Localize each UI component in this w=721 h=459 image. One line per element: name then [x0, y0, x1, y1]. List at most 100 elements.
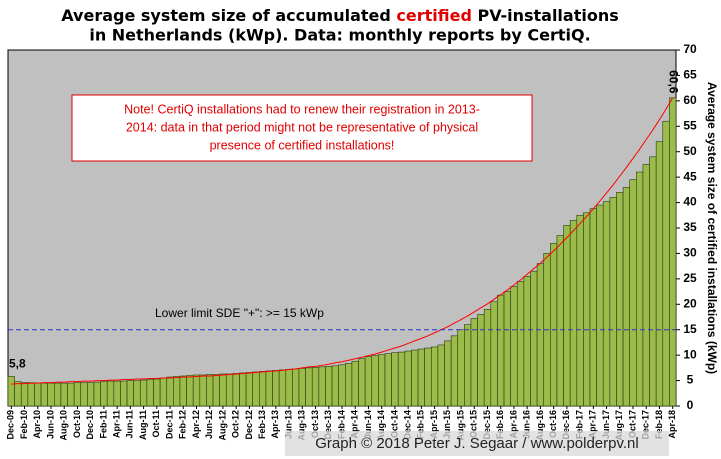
bar	[20, 382, 29, 407]
x-tick-label: Apr-14	[350, 410, 360, 439]
bar	[602, 201, 611, 407]
note-text: presence of certified installations!	[210, 138, 395, 152]
bar	[358, 358, 366, 407]
x-tick-label: Oct-15	[469, 410, 479, 438]
bar	[470, 318, 478, 407]
x-tick-label: Aug-14	[376, 410, 386, 441]
bar	[331, 365, 339, 407]
bar	[106, 380, 115, 407]
x-tick-label: Oct-16	[548, 410, 558, 438]
plot: 0 5 10 15 20 25 30 35 40 45 50 55 60 65 70 Dec-09 5,8 Feb…	[6, 42, 697, 440]
y-tick-label: 20	[683, 296, 697, 310]
bar	[437, 344, 445, 407]
x-tick-label: Feb-13	[257, 410, 267, 439]
x-tick-label: Aug-16	[535, 410, 545, 441]
bar	[503, 291, 511, 407]
bar	[378, 354, 386, 407]
bar	[530, 270, 538, 407]
y-tick-label: 55	[683, 118, 697, 132]
bar	[371, 355, 379, 407]
x-tick-label: Oct-11	[151, 410, 161, 438]
bar	[34, 382, 42, 407]
y-tick-label: 70	[683, 42, 697, 56]
y-tick-label: 5	[687, 373, 694, 387]
note-text: Note! CertiQ installations had to renew …	[124, 102, 480, 116]
x-tick-label: Dec-14	[403, 410, 413, 440]
x-tick-label: Oct-17	[627, 410, 637, 438]
bar	[14, 381, 22, 407]
bar	[298, 368, 306, 407]
watermark-box	[285, 431, 669, 456]
bar	[516, 281, 525, 407]
bar	[622, 187, 631, 407]
bar	[345, 362, 353, 407]
bar	[497, 294, 505, 407]
note-text: 2014: data in that period might not be r…	[126, 120, 478, 134]
y-tick-label: 45	[683, 169, 697, 183]
x-tick-label: Oct-10	[72, 410, 82, 438]
value-label: 5,8	[9, 357, 26, 371]
bar	[563, 225, 571, 407]
x-tick-label: Apr-18	[667, 410, 677, 439]
title-part: Average system size of accumulated	[61, 6, 396, 25]
bar	[430, 346, 439, 407]
bar	[186, 375, 194, 407]
x-tick-label: Apr-13	[270, 410, 280, 439]
bar	[338, 364, 346, 407]
title-part: certified	[396, 6, 472, 25]
bar	[27, 382, 35, 407]
bar	[523, 276, 531, 407]
x-tick-label: Apr-11	[112, 410, 122, 438]
bar	[292, 368, 300, 407]
y-tick-label: 65	[683, 68, 697, 82]
bar	[146, 379, 154, 407]
x-tick-label: Feb-18	[654, 410, 664, 439]
bar	[225, 373, 234, 407]
bar	[649, 156, 657, 407]
x-tick-label: Jun-11	[125, 410, 135, 439]
x-tick-label: Apr-12	[191, 410, 201, 439]
bar	[212, 374, 220, 407]
bar	[629, 179, 637, 407]
bar	[206, 374, 214, 407]
trendline	[11, 97, 674, 385]
bar	[583, 212, 591, 407]
y-tick-label: 0	[687, 398, 694, 412]
bar	[351, 360, 359, 407]
x-tick-label: Feb-15	[416, 410, 426, 439]
bar	[73, 382, 82, 407]
y-axis-label: Average system size of certified install…	[705, 82, 719, 374]
x-tick-label: Dec-10	[85, 410, 95, 440]
bar	[179, 375, 187, 407]
title-part: PV-installations	[472, 6, 619, 25]
bar	[252, 371, 260, 407]
bar	[609, 197, 617, 407]
bar	[510, 286, 518, 407]
bar	[450, 335, 459, 407]
x-tick-label: Apr-10	[32, 410, 42, 439]
bar	[662, 120, 670, 407]
bar	[305, 367, 313, 407]
bar	[477, 314, 485, 407]
bar	[417, 348, 425, 407]
x-tick-label: Jun-12	[204, 410, 214, 439]
bar	[642, 164, 650, 407]
bar	[120, 380, 128, 407]
bar	[457, 329, 465, 407]
bar	[60, 382, 68, 407]
bar	[669, 97, 677, 407]
bar	[397, 351, 406, 407]
x-tick-label: Dec-16	[561, 410, 571, 440]
bar	[636, 171, 644, 407]
value-label: 60,6	[667, 70, 681, 94]
bar	[159, 377, 168, 407]
y-tick-label: 50	[683, 144, 697, 158]
x-tick-label: Oct-12	[231, 410, 241, 438]
x-tick-label: Aug-11	[138, 410, 148, 440]
x-tick-label: Dec-17	[641, 410, 651, 440]
bar	[113, 380, 121, 407]
x-tick-label: Jun-14	[363, 410, 373, 439]
bar	[589, 208, 597, 407]
bar	[556, 235, 564, 407]
